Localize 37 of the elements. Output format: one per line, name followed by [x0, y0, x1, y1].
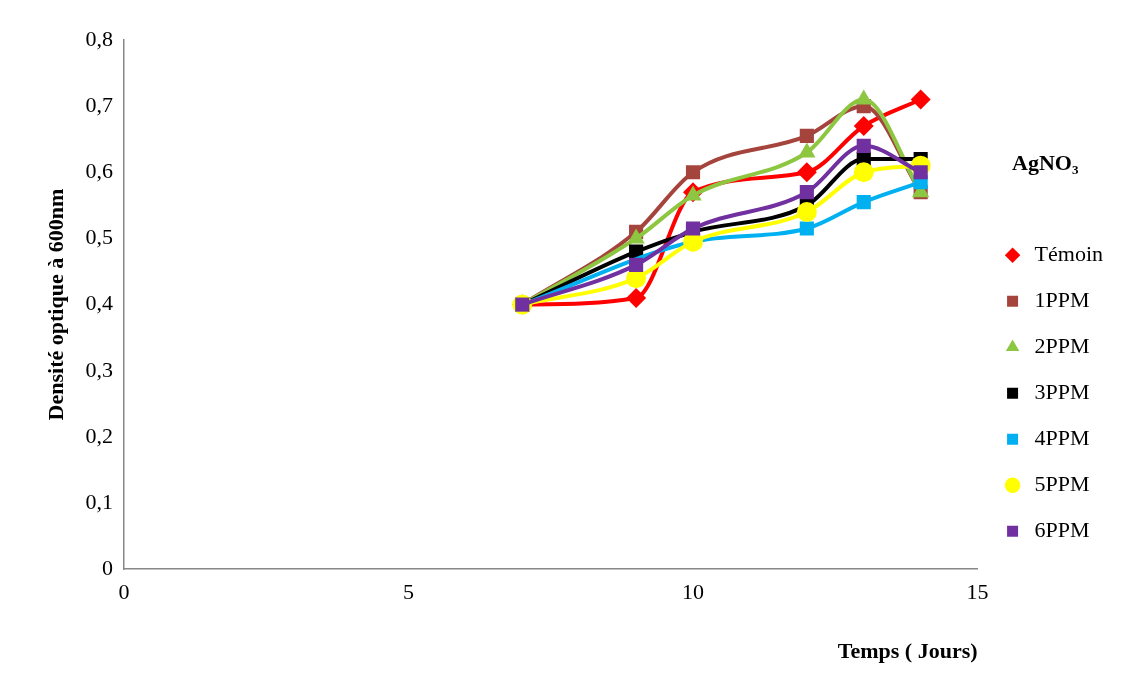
- y-axis-title: Densité optique à 600nm: [42, 188, 68, 421]
- legend-label: 6PPM: [1034, 516, 1090, 542]
- point: [685, 165, 701, 180]
- legend-label: 5PPM: [1034, 470, 1090, 496]
- x-tick-label: 0: [118, 579, 130, 605]
- point: [910, 89, 931, 110]
- legend-label: 4PPM: [1034, 424, 1090, 450]
- y-tick-label: 0,5: [85, 224, 113, 250]
- x-tick-label: 5: [402, 579, 414, 605]
- point: [629, 257, 644, 272]
- legend-label: 2PPM: [1034, 332, 1090, 358]
- legend-title: AgNO₃: [1012, 150, 1079, 176]
- y-tick-label: 0,2: [85, 422, 113, 448]
- legend-label: 3PPM: [1034, 378, 1090, 404]
- point: [799, 128, 814, 143]
- point: [799, 221, 814, 236]
- legend-label: Témoin: [1034, 240, 1104, 266]
- y-tick-label: 0,8: [85, 25, 113, 51]
- point: [913, 165, 928, 180]
- point: [856, 195, 871, 210]
- x-tick-label: 10: [682, 579, 705, 605]
- y-tick-label: 0,3: [85, 356, 113, 382]
- y-tick-label: 0: [101, 554, 113, 580]
- x-axis-title: Temps ( Jours): [837, 638, 978, 664]
- point: [853, 116, 874, 136]
- y-tick-label: 0,4: [85, 290, 113, 316]
- y-tick-label: 0,6: [85, 158, 113, 184]
- point: [796, 162, 817, 183]
- point: [796, 201, 817, 222]
- point: [799, 185, 814, 200]
- y-tick-label: 0,1: [85, 488, 113, 514]
- point: [853, 162, 874, 183]
- x-tick-label: 15: [966, 579, 989, 605]
- legend-label: 1PPM: [1034, 286, 1090, 312]
- point: [856, 138, 871, 153]
- y-tick-label: 0,7: [85, 91, 113, 117]
- point: [626, 287, 647, 308]
